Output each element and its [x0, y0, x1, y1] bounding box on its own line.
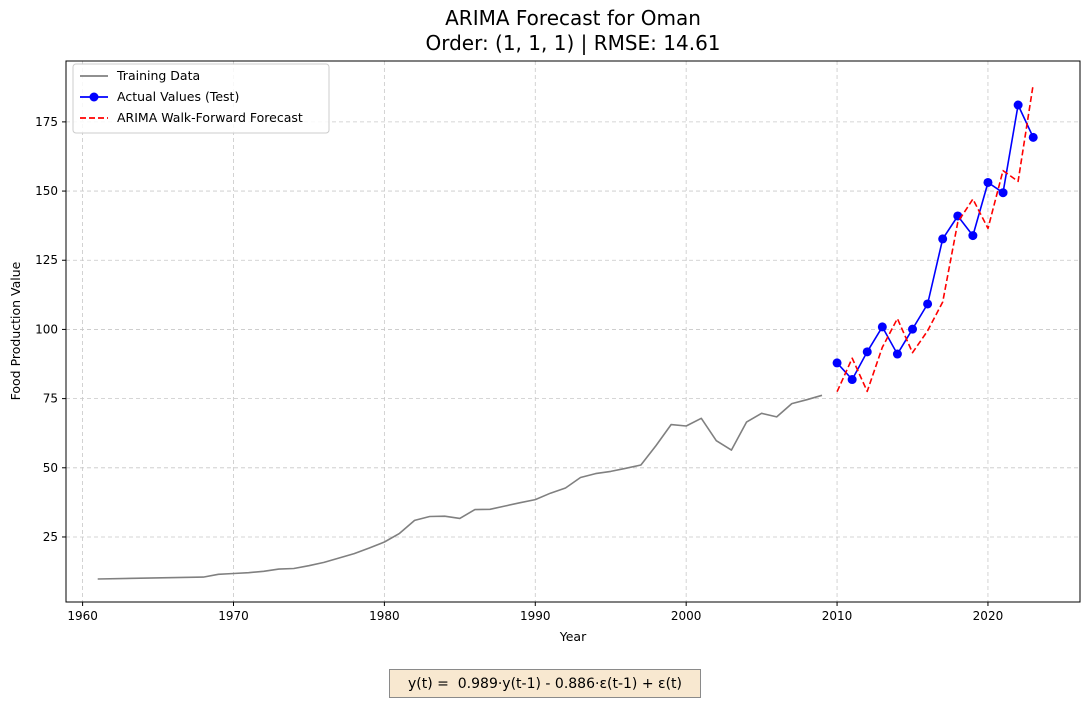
data-point-actual-values-test-2019 — [968, 231, 978, 241]
series-line-arima-walk-forward-forecast — [836, 84, 1034, 393]
x-tick-label-2020: 2020 — [973, 609, 1004, 623]
x-axis-title: Year — [559, 629, 587, 644]
data-point-actual-values-test-2015 — [908, 324, 918, 334]
x-tick-label-1960: 1960 — [67, 609, 98, 623]
y-tick-label-50: 50 — [43, 461, 58, 475]
x-tick-label-1990: 1990 — [520, 609, 551, 623]
chart-subtitle: Order: (1, 1, 1) | RMSE: 14.61 — [425, 31, 720, 55]
legend-frame — [72, 63, 330, 134]
y-tick-label-100: 100 — [35, 322, 58, 336]
series-line-training-data — [97, 394, 823, 580]
data-point-actual-values-test-2021 — [998, 188, 1008, 198]
data-point-actual-values-test-2013 — [877, 322, 887, 332]
data-point-actual-values-test-2010 — [832, 358, 842, 368]
data-point-actual-values-test-2022 — [1013, 100, 1023, 110]
y-tick-label-150: 150 — [35, 184, 58, 198]
chart-title: ARIMA Forecast for Oman — [445, 6, 701, 30]
y-tick-label-75: 75 — [43, 392, 58, 406]
axis-ticks: 1960 1970 1980 1990 2000 2010 2020 25 50 75 100 125… — [35, 115, 1003, 623]
y-axis-title: Food Production Value — [8, 261, 23, 400]
model-equation-box: y(t) = 0.989·y(t-1) - 0.886·ε(t-1) + ε(t… — [389, 669, 701, 698]
data-point-actual-values-test-2020 — [983, 177, 993, 187]
data-point-actual-values-test-2014 — [892, 349, 902, 359]
plot-frame — [65, 60, 1081, 603]
y-tick-label-175: 175 — [35, 115, 58, 129]
y-tick-label-125: 125 — [35, 253, 58, 267]
legend-label-training: Training Data — [116, 68, 200, 83]
x-tick-label-2010: 2010 — [822, 609, 853, 623]
grid-lines — [66, 61, 1080, 602]
series-line-actual-values-test — [836, 104, 1034, 381]
legend-label-actual: Actual Values (Test) — [117, 89, 239, 104]
y-tick-label-25: 25 — [43, 530, 58, 544]
x-tick-label-2000: 2000 — [671, 609, 702, 623]
legend: Training Data Actual Values (Test) ARIMA… — [72, 63, 330, 134]
legend-label-forecast: ARIMA Walk-Forward Forecast — [117, 110, 303, 125]
x-tick-label-1970: 1970 — [218, 609, 249, 623]
data-point-actual-values-test-2023 — [1028, 132, 1038, 142]
data-point-actual-values-test-2011 — [847, 375, 857, 385]
data-point-actual-values-test-2012 — [862, 347, 872, 357]
series-layer — [97, 84, 1038, 580]
data-point-actual-values-test-2017 — [938, 234, 948, 244]
data-point-actual-values-test-2016 — [923, 299, 933, 309]
legend-marker-actual — [89, 92, 99, 102]
x-tick-label-1980: 1980 — [369, 609, 400, 623]
